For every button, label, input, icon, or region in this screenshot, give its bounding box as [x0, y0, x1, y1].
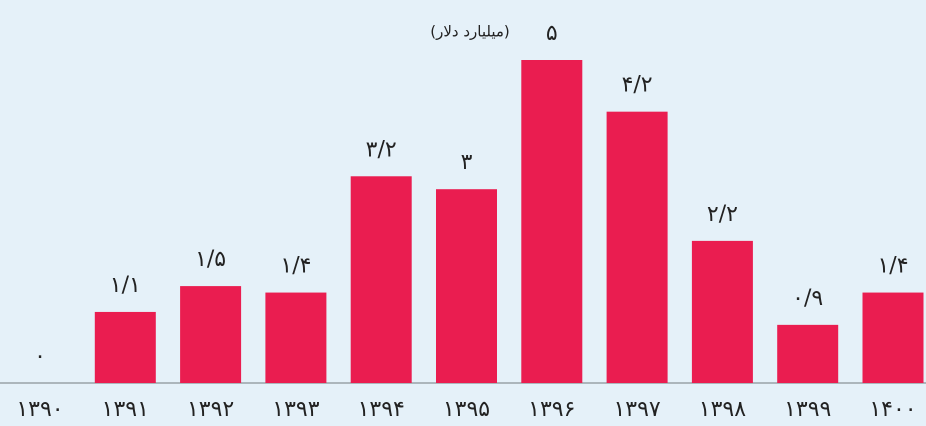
bar: [180, 286, 242, 383]
x-tick-label: ۱۳۹۱: [102, 397, 149, 422]
value-label: ۲/۲: [707, 202, 738, 227]
x-tick-label: ۱۳۹۶: [528, 397, 575, 422]
x-tick-label: ۱۳۹۰: [16, 397, 63, 422]
x-tick-label: ۱۳۹۹: [784, 397, 831, 422]
bar: [265, 292, 327, 383]
x-tick-label: ۱۴۰۰: [869, 397, 916, 422]
value-label: ۰: [34, 344, 46, 369]
x-tick-label: ۱۳۹۸: [699, 397, 746, 422]
value-label: ۱/۴: [280, 254, 311, 279]
value-label: ۱/۵: [195, 247, 226, 272]
bar: [94, 311, 156, 383]
value-label: ۱/۴: [877, 254, 908, 279]
bar: [606, 111, 668, 384]
x-tick-label: ۱۳۹۷: [613, 397, 660, 422]
x-tick-label: ۱۳۹۳: [272, 397, 319, 422]
value-label: ۵: [546, 21, 558, 46]
bar: [777, 324, 839, 383]
x-tick-label: ۱۳۹۲: [187, 397, 234, 422]
value-label: ۱/۱: [110, 273, 141, 298]
value-label: ۳: [461, 150, 473, 175]
x-tick-label: ۱۳۹۵: [443, 397, 490, 422]
bar: [691, 240, 753, 383]
value-label: ۴/۲: [622, 73, 653, 98]
value-label: ۳/۲: [366, 137, 397, 162]
x-tick-label: ۱۳۹۴: [358, 397, 405, 422]
chart-subtitle: (میلیارد دلار): [430, 23, 510, 41]
bar: [350, 176, 412, 383]
bar: [521, 60, 583, 383]
bar: [436, 189, 497, 383]
value-label: ۰/۹: [792, 286, 823, 311]
bar: [862, 292, 924, 383]
